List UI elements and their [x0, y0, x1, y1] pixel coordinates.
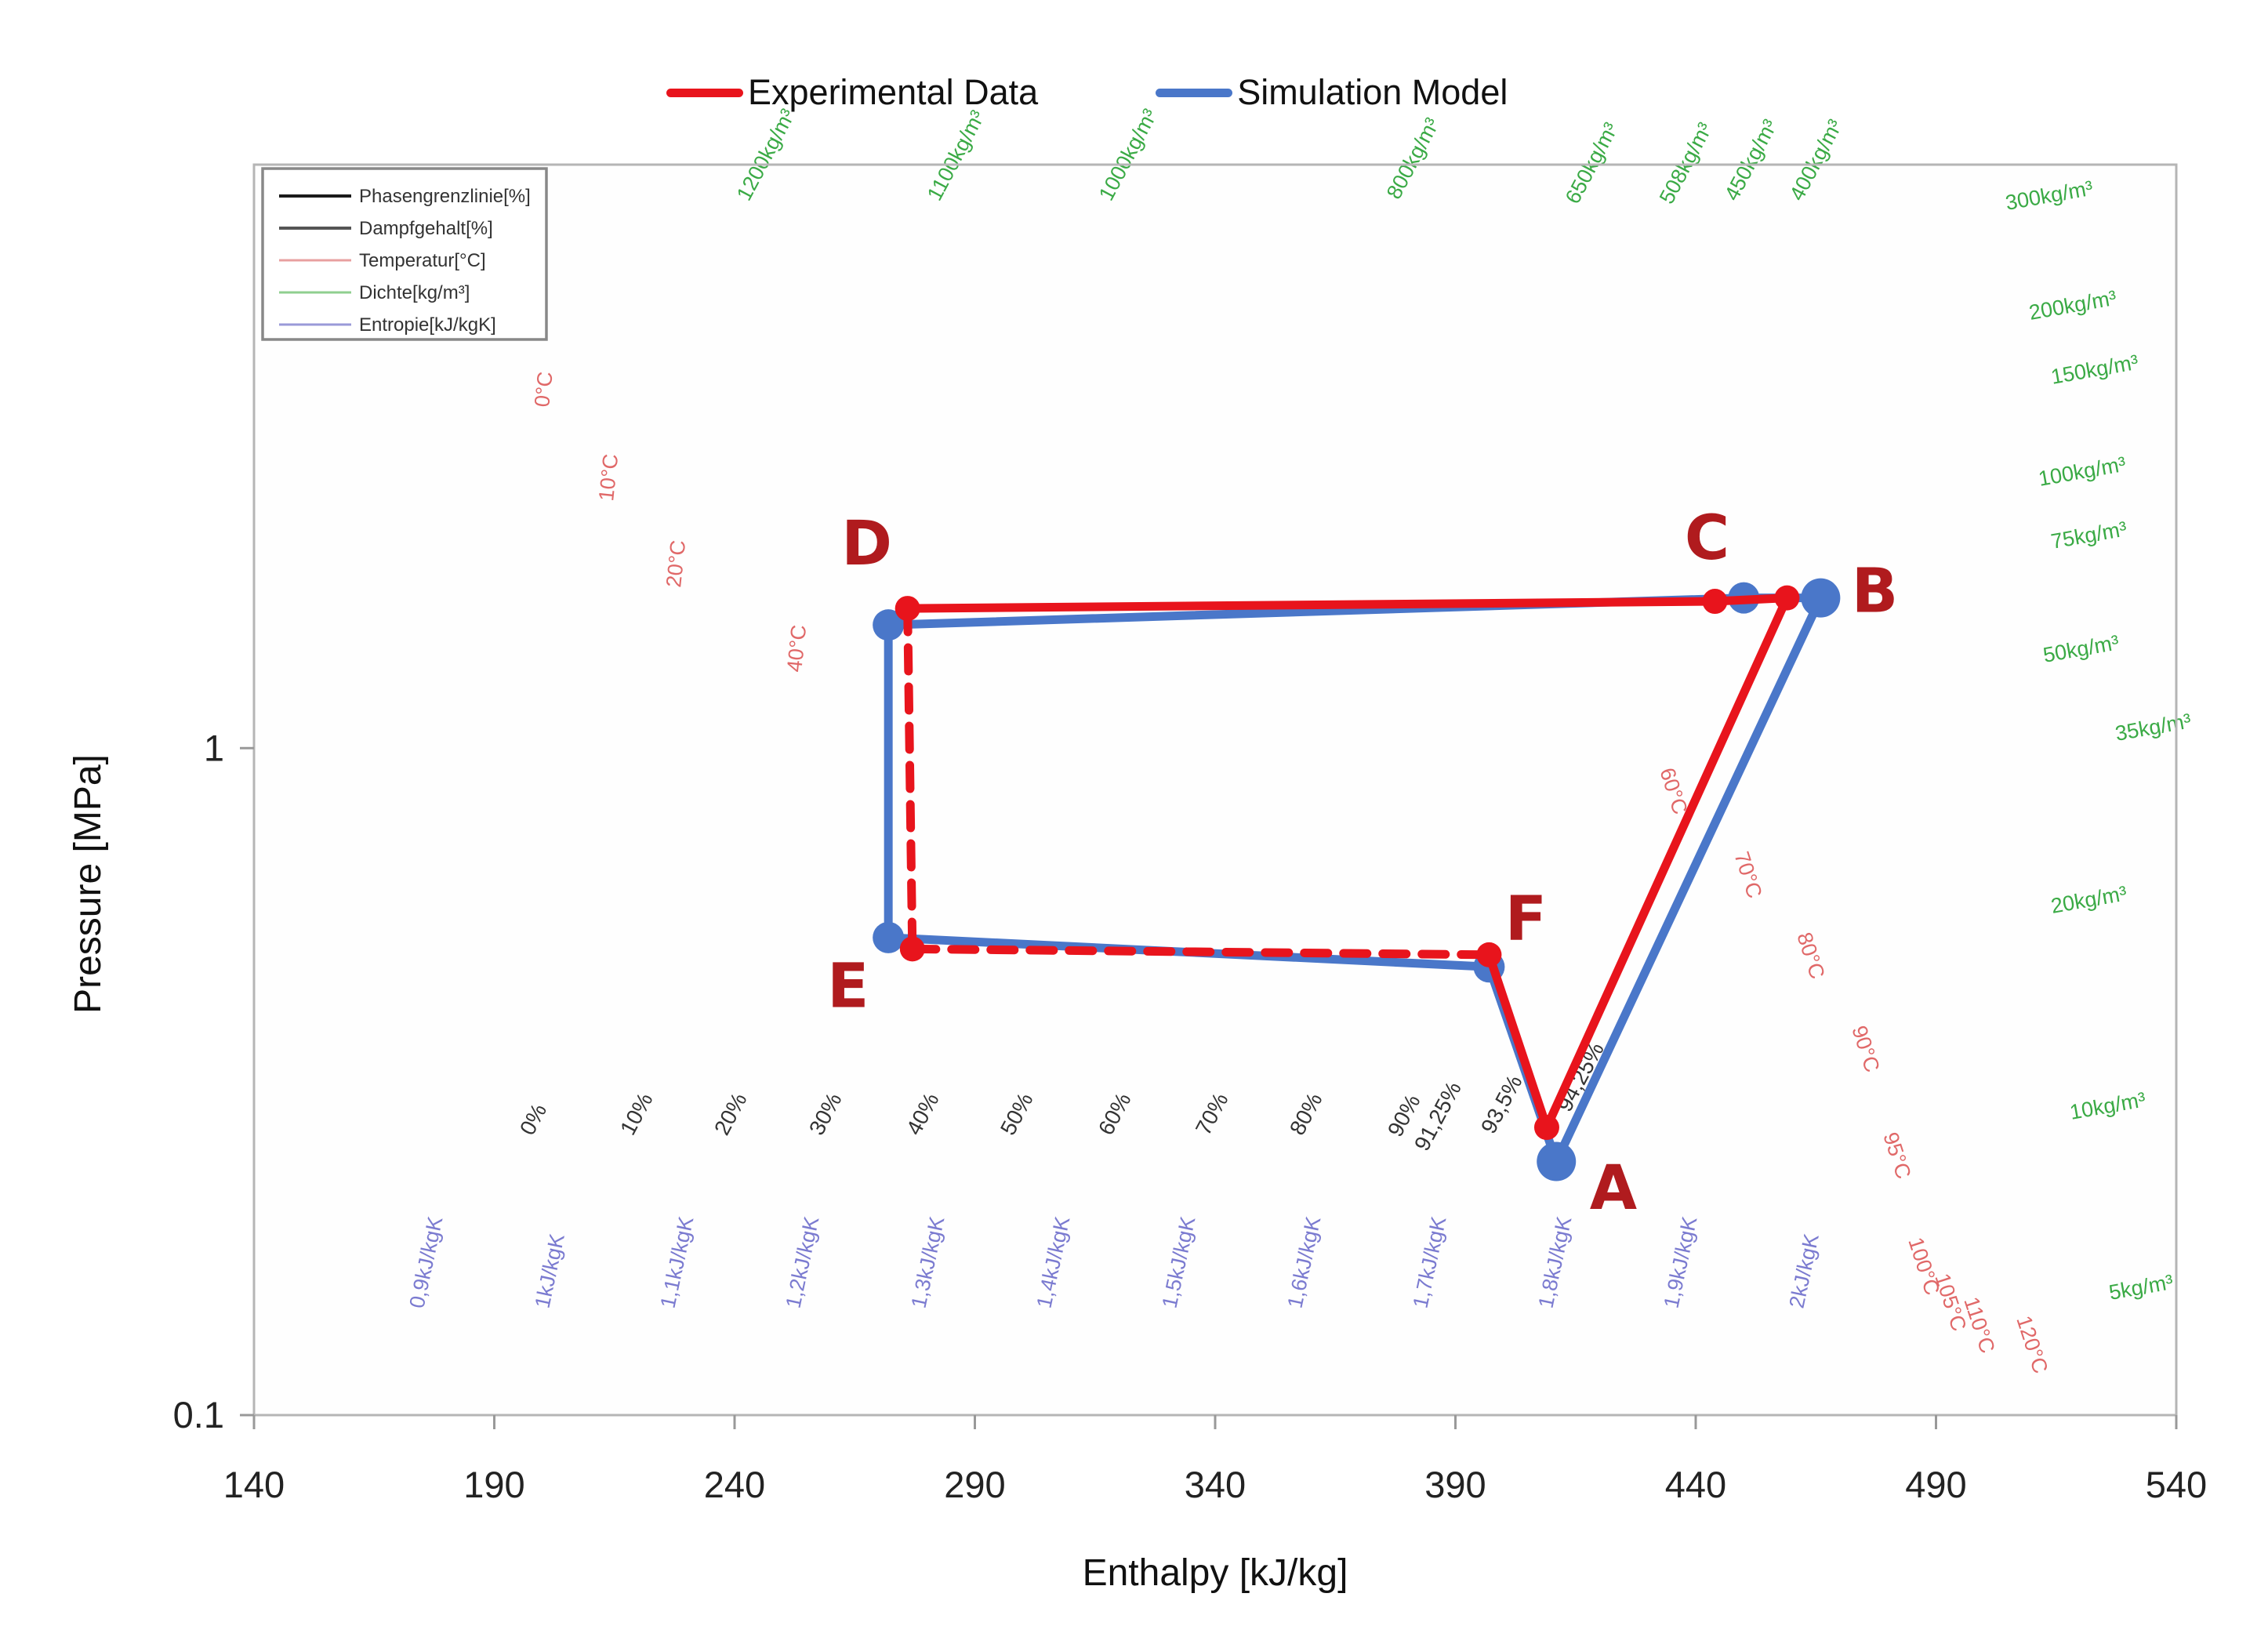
x-tick-label: 190 [463, 1464, 524, 1505]
y-axis-title: Pressure [MPa] [67, 754, 109, 1014]
cycle-point-label-A: A [1590, 1153, 1637, 1224]
x-tick-label: 490 [1905, 1464, 1966, 1505]
point-E [873, 921, 905, 953]
x-tick-label: 140 [223, 1464, 285, 1505]
cycle-segment [903, 597, 1720, 613]
point-D [873, 609, 905, 641]
point-A [1537, 1141, 1577, 1181]
legend-item-experimental: Experimental Data [666, 72, 1038, 113]
x-tick-label: 390 [1424, 1464, 1486, 1505]
temperature-label: 20°C [662, 539, 690, 588]
cycle-segment [1551, 593, 1825, 1167]
x-tick-label: 340 [1185, 1464, 1246, 1505]
inner-legend-label: Temperatur[°C] [359, 250, 486, 271]
cycle-experimental [894, 585, 1800, 1141]
legend-label-simulation: Simulation Model [1237, 72, 1508, 112]
temperature-label: 10°C [594, 452, 622, 502]
cycle-point-label-F: F [1505, 884, 1547, 955]
x-tick-label: 440 [1665, 1464, 1726, 1505]
temperature-label: 40°C [782, 623, 811, 673]
figure-legend: Experimental Data Simulation Model [666, 72, 1508, 113]
simulation-line-swatch [1156, 88, 1233, 97]
point-E [899, 936, 925, 962]
cycle-point-label-D: D [841, 509, 892, 579]
legend-label-experimental: Experimental Data [748, 72, 1039, 112]
cycle-segment [908, 944, 1493, 960]
cycle-point-label-E: E [827, 951, 869, 1022]
cycle-segment [1484, 950, 1551, 1132]
inner-legend-label: Phasengrenzlinie[%] [359, 186, 531, 207]
point-F [1476, 942, 1502, 967]
x-tick-label: 540 [2146, 1464, 2207, 1505]
cycle-point-label-C: C [1685, 503, 1729, 574]
y-tick-label: 1 [204, 727, 224, 768]
point-D [894, 596, 920, 622]
inner-legend-label: Dampfgehalt[%] [359, 218, 493, 239]
cycle-segment [1542, 593, 1791, 1132]
x-tick-label: 240 [704, 1464, 765, 1505]
point-C [1702, 589, 1728, 615]
inner-legend-label: Entropie[kJ/kgK] [359, 314, 496, 336]
x-tick-label: 290 [944, 1464, 1005, 1505]
cycle-segment [903, 604, 917, 953]
cycle-point-label-B: B [1852, 557, 1898, 627]
temperature-label: 0°C [530, 370, 557, 408]
plot-area [254, 165, 2176, 1415]
point-A [1533, 1115, 1559, 1141]
y-tick-label: 0.1 [173, 1394, 224, 1435]
inner-legend: Phasengrenzlinie[%] Dampfgehalt[%] Tempera… [261, 167, 548, 341]
point-B [1801, 578, 1841, 618]
experimental-line-swatch [666, 88, 743, 97]
point-B [1774, 585, 1800, 611]
legend-item-simulation: Simulation Model [1156, 72, 1508, 113]
x-axis-title: Enthalpy [kJ/kg] [1083, 1552, 1348, 1594]
inner-legend-label: Dichte[kg/m³] [359, 282, 470, 303]
